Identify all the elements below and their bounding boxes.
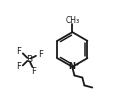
Text: F: F bbox=[16, 62, 21, 71]
Text: CH₃: CH₃ bbox=[65, 17, 79, 25]
Text: F: F bbox=[31, 67, 36, 76]
Text: B: B bbox=[26, 55, 32, 64]
Text: N⁺: N⁺ bbox=[68, 62, 80, 71]
Text: F: F bbox=[38, 50, 43, 59]
Text: F: F bbox=[16, 47, 21, 56]
